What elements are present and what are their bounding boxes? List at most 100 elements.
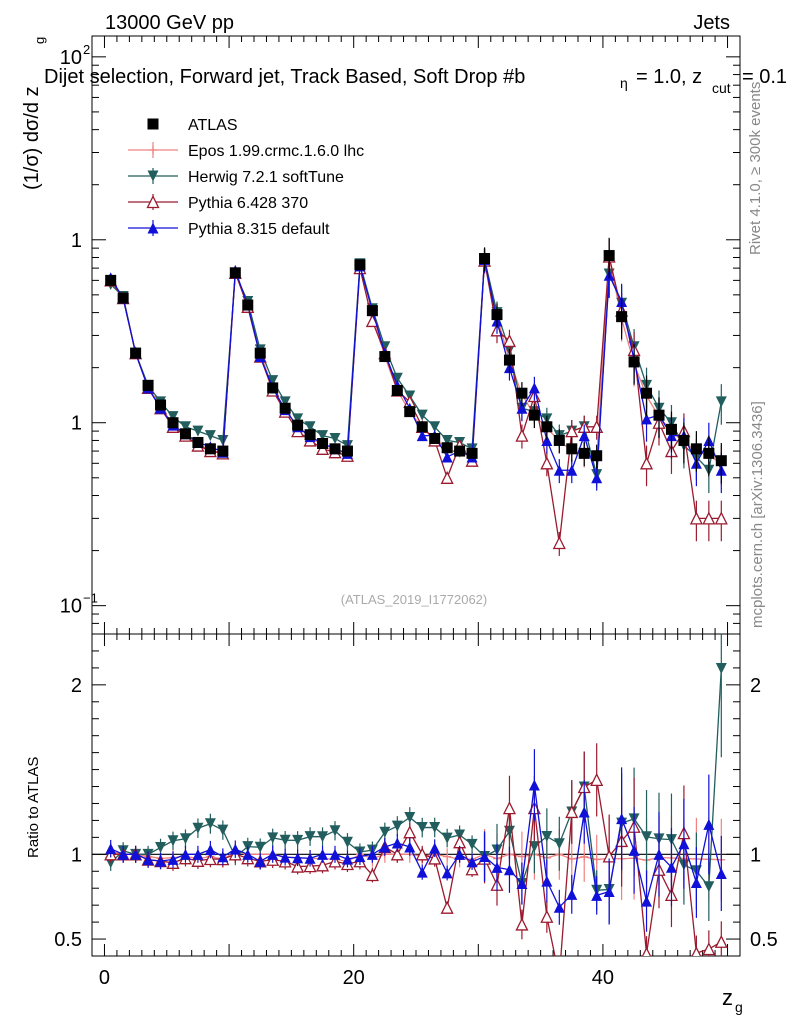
main-point-atlas bbox=[254, 347, 266, 359]
main-point-pythia-8-315-default bbox=[528, 382, 540, 394]
main-ylabel-sub: g bbox=[32, 37, 47, 44]
main-point-atlas bbox=[404, 406, 416, 418]
ratio-point-pythia-8-315-default bbox=[317, 848, 329, 860]
ratio-point-pythia-8-315-default bbox=[329, 848, 341, 860]
ratio-point-pythia-8-315-default bbox=[292, 852, 304, 864]
ratio-point-herwig-7-2-1-softtune bbox=[641, 831, 653, 843]
main-point-atlas bbox=[304, 429, 316, 441]
ratio-point-pythia-8-315-default bbox=[366, 848, 378, 860]
selection-title-text: Dijet selection, Forward jet, Track Base… bbox=[44, 66, 525, 88]
ratio-point-pythia-6-428-370 bbox=[554, 972, 565, 983]
selection-title: Dijet selection, Forward jet, Track Base… bbox=[44, 66, 786, 96]
main-point-pythia-8-315-default bbox=[566, 464, 578, 476]
main-point-herwig-7-2-1-softtune bbox=[167, 411, 179, 423]
ratio-point-herwig-7-2-1-softtune bbox=[279, 834, 291, 846]
main-y-tick-exponent: −1 bbox=[83, 591, 98, 606]
main-point-atlas bbox=[391, 385, 403, 397]
ratio-point-pythia-8-315-default bbox=[703, 818, 715, 830]
main-point-pythia-8-315-default bbox=[641, 413, 653, 425]
ratio-point-pythia-6-428-370 bbox=[502, 801, 517, 815]
process-label: Jets bbox=[693, 12, 730, 34]
main-point-atlas bbox=[416, 421, 428, 433]
legend-marker bbox=[147, 222, 159, 234]
main-point-pythia-6-428-370 bbox=[714, 511, 728, 525]
main-point-herwig-7-2-1-softtune bbox=[179, 421, 191, 433]
ratio-point-pythia-6-428-370 bbox=[291, 859, 305, 873]
main-point-atlas bbox=[130, 347, 142, 359]
x-tick-label: 20 bbox=[343, 967, 365, 989]
ratio-point-pythia-6-428-370 bbox=[315, 858, 330, 872]
ratio-y-tick-label-right: 0.5 bbox=[750, 929, 778, 951]
legend-entry: Epos 1.99.crmc.1.6.0 lhc bbox=[128, 142, 364, 160]
main-y-tick-label: 10 bbox=[60, 47, 82, 69]
legend-entry: ATLAS bbox=[147, 117, 238, 134]
ratio-point-pythia-8-315-default bbox=[516, 878, 528, 890]
main-point-atlas bbox=[142, 379, 154, 391]
ratio-point-herwig-7-2-1-softtune bbox=[466, 838, 478, 850]
ratio-point-pythia-8-315-default bbox=[466, 856, 478, 868]
ratio-point-pythia-8-315-default bbox=[379, 841, 391, 853]
ratio-point-pythia-8-315-default bbox=[566, 888, 578, 900]
main-line-pythia-6-428-370 bbox=[110, 256, 722, 544]
ratio-point-pythia-8-315-default bbox=[142, 854, 154, 866]
ratio-point-pythia-8-315-default bbox=[479, 850, 491, 862]
ratio-point-pythia-6-428-370 bbox=[365, 868, 379, 882]
ratio-point-herwig-7-2-1-softtune bbox=[553, 838, 565, 850]
main-point-pythia-6-428-370 bbox=[440, 470, 454, 484]
ratio-point-herwig-7-2-1-softtune bbox=[317, 831, 329, 843]
main-point-atlas bbox=[528, 409, 540, 421]
main-point-atlas bbox=[603, 250, 615, 262]
analysis-id: (ATLAS_2019_I1772062) bbox=[341, 592, 487, 607]
main-point-atlas bbox=[179, 428, 191, 440]
main-point-pythia-6-428-370 bbox=[689, 511, 703, 525]
ratio-point-pythia-8-315-default bbox=[217, 851, 229, 863]
ratio-point-pythia-8-315-default bbox=[304, 852, 316, 864]
main-point-atlas bbox=[441, 442, 453, 454]
ratio-point-pythia-8-315-default bbox=[553, 901, 565, 913]
ratio-point-epos-1-99-crmc-1-6-0-lhc bbox=[567, 855, 576, 864]
main-point-pythia-8-315-default bbox=[591, 472, 603, 484]
ratio-point-pythia-6-428-370 bbox=[641, 946, 652, 956]
main-point-atlas bbox=[105, 274, 117, 286]
main-point-atlas bbox=[491, 309, 503, 321]
main-point-herwig-7-2-1-softtune bbox=[192, 425, 204, 437]
x-axis-label: z bbox=[722, 985, 733, 1010]
ratio-point-pythia-8-315-default bbox=[391, 837, 403, 849]
ratio-y-tick-label-right: 2 bbox=[750, 675, 761, 697]
main-point-atlas bbox=[578, 447, 590, 459]
ratio-point-pythia-8-315-default bbox=[416, 866, 428, 878]
ratio-point-epos-1-99-crmc-1-6-0-lhc bbox=[592, 855, 601, 864]
ratio-point-pythia-8-315-default bbox=[541, 875, 553, 887]
ratio-point-pythia-8-315-default bbox=[105, 843, 117, 855]
legend-entry: Herwig 7.2.1 softTune bbox=[128, 168, 344, 186]
ratio-y-tick-label: 2 bbox=[71, 675, 82, 697]
ratio-point-herwig-7-2-1-softtune bbox=[254, 841, 266, 853]
ratio-point-pythia-8-315-default bbox=[229, 843, 241, 855]
beta-label: = 1.0, z bbox=[636, 66, 702, 88]
ratio-point-pythia-6-428-370 bbox=[403, 825, 417, 839]
main-point-pythia-8-315-default bbox=[441, 451, 453, 463]
ratio-point-herwig-7-2-1-softtune bbox=[304, 831, 316, 843]
ratio-point-herwig-7-2-1-softtune bbox=[541, 830, 553, 842]
ratio-axes: 0 20 40 2 2 1 1 0.5 0.5 bbox=[54, 633, 778, 989]
main-point-atlas bbox=[690, 443, 702, 455]
ratio-point-pythia-6-428-370 bbox=[440, 900, 454, 914]
ratio-point-pythia-8-315-default bbox=[641, 895, 653, 907]
ratio-point-pythia-8-315-default bbox=[429, 842, 441, 854]
main-point-herwig-7-2-1-softtune bbox=[204, 430, 216, 442]
legend-entry: Pythia 6.428 370 bbox=[128, 194, 308, 212]
ratio-point-pythia-8-315-default bbox=[242, 848, 254, 860]
ratio-point-pythia-8-315-default bbox=[591, 889, 603, 901]
ratio-point-pythia-6-428-370 bbox=[590, 772, 604, 787]
ratio-point-herwig-7-2-1-softtune bbox=[167, 835, 179, 847]
ratio-point-pythia-8-315-default bbox=[603, 886, 615, 898]
main-point-atlas bbox=[379, 351, 391, 363]
x-axis-label-sub: g bbox=[735, 999, 743, 1015]
ratio-point-pythia-8-315-default bbox=[578, 806, 590, 818]
ratio-y-tick-label-right: 1 bbox=[750, 844, 761, 866]
main-series-layer bbox=[104, 237, 728, 556]
main-point-atlas bbox=[429, 432, 441, 444]
main-point-atlas bbox=[155, 399, 167, 411]
ratio-point-pythia-8-315-default bbox=[167, 853, 179, 865]
